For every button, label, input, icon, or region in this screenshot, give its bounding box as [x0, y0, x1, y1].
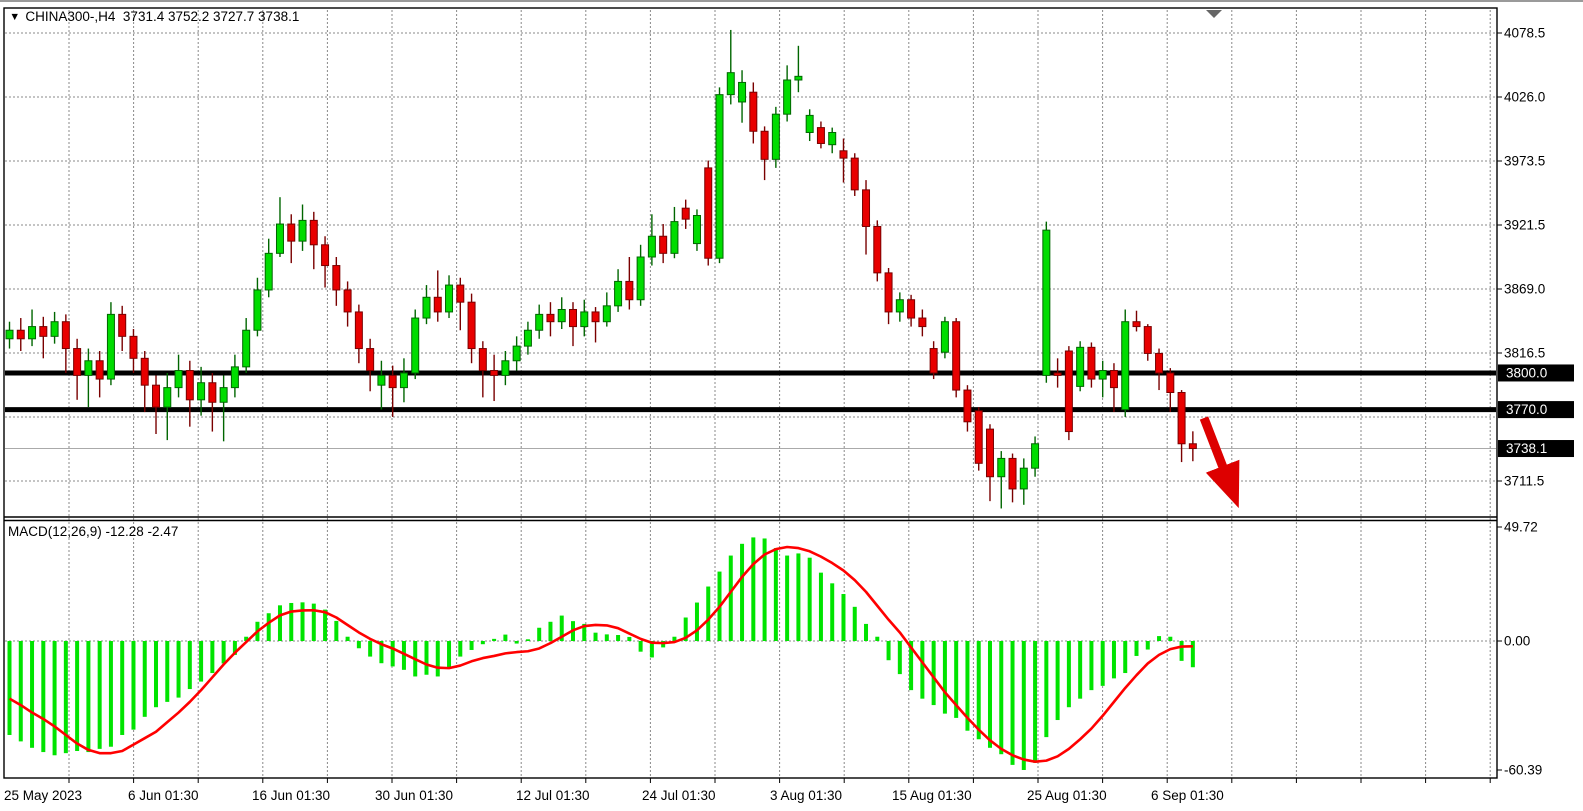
price-badge: 3738.1 — [1498, 440, 1574, 458]
time-axis-label: 30 Jun 01:30 — [375, 788, 453, 803]
symbol-period-label: CHINA300-,H4 — [25, 9, 116, 24]
price-axis-label: 3973.5 — [1504, 154, 1545, 169]
price-axis-label: 4026.0 — [1504, 90, 1545, 105]
price-axis[interactable]: 4078.5 4026.0 3973.5 3921.5 3869.0 3816.5 3711… — [1497, 26, 1574, 778]
svg-text:3770.0: 3770.0 — [1506, 402, 1547, 417]
price-axis-label: 3711.5 — [1504, 474, 1544, 489]
macd-axis-label: -60.39 — [1504, 763, 1542, 778]
macd-axis-label: 0.00 — [1504, 634, 1530, 649]
time-axis-label: 25 May 2023 — [4, 788, 82, 803]
price-axis-label: 3869.0 — [1504, 282, 1545, 297]
macd-axis-label: 49.72 — [1504, 520, 1538, 535]
time-axis-label: 24 Jul 01:30 — [642, 788, 716, 803]
chart-title: ▼ CHINA300-,H4 3731.4 3752.2 3727.7 3738.… — [8, 9, 299, 24]
svg-text:3738.1: 3738.1 — [1506, 441, 1547, 456]
time-axis-label: 16 Jun 01:30 — [252, 788, 330, 803]
svg-text:3800.0: 3800.0 — [1506, 365, 1547, 380]
ohlc-quote-label: 3731.4 3752.2 3727.7 3738.1 — [122, 9, 300, 24]
time-axis[interactable]: 25 May 2023 6 Jun 01:30 16 Jun 01:30 30 Jun… — [4, 778, 1491, 803]
time-axis-label: 15 Aug 01:30 — [892, 788, 972, 803]
price-axis-label: 3816.5 — [1504, 346, 1545, 361]
time-axis-label: 6 Sep 01:30 — [1151, 788, 1224, 803]
time-axis-label: 6 Jun 01:30 — [128, 788, 199, 803]
price-axis-label: 3921.5 — [1504, 218, 1545, 233]
macd-histogram — [7, 537, 1195, 770]
price-badge: 3800.0 — [1498, 364, 1574, 382]
symbol-dropdown-icon[interactable]: ▼ — [9, 10, 21, 23]
macd-signal-line — [8, 545, 1193, 763]
sell-arrow[interactable] — [1199, 416, 1240, 509]
candles-group — [5, 29, 1197, 509]
time-axis-label: 25 Aug 01:30 — [1027, 788, 1107, 803]
macd-indicator-label: MACD(12,26,9) -12.28 -2.47 — [8, 524, 179, 539]
price-badge: 3770.0 — [1498, 401, 1574, 419]
last-bar-marker-icon[interactable] — [1206, 10, 1222, 18]
window-top-edge — [0, 0, 1583, 2]
price-axis-label: 4078.5 — [1504, 26, 1545, 41]
time-axis-label: 3 Aug 01:30 — [770, 788, 842, 803]
chart-borders — [3, 7, 1498, 779]
time-axis-label: 12 Jul 01:30 — [516, 788, 590, 803]
price-gridlines — [5, 32, 1496, 642]
